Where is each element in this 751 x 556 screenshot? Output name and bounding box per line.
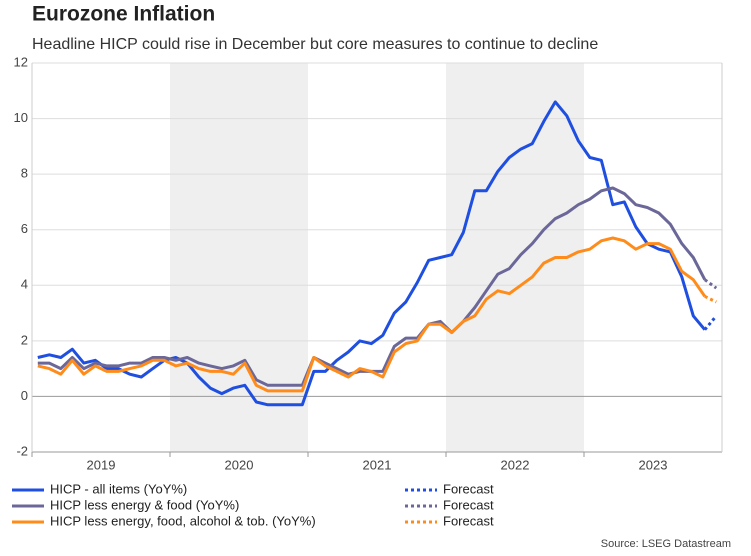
y-tick-label: 8 xyxy=(21,166,28,181)
legend-label: Forecast xyxy=(443,481,494,496)
series-line xyxy=(704,295,717,304)
legend-label: HICP less energy & food (YoY%) xyxy=(50,497,239,512)
legend-label: Forecast xyxy=(443,497,494,512)
legend-label: HICP - all items (YoY%) xyxy=(50,481,187,496)
y-tick-label: 10 xyxy=(14,110,28,125)
series-line xyxy=(703,278,718,290)
y-tick-label: 6 xyxy=(21,221,28,236)
x-tick-label: 2022 xyxy=(501,457,530,472)
x-tick-label: 2023 xyxy=(639,457,668,472)
x-tick-label: 2019 xyxy=(87,457,116,472)
legend-label: Forecast xyxy=(443,513,494,528)
chart-subtitle: Headline HICP could rise in December but… xyxy=(32,36,598,53)
series-line xyxy=(37,100,706,407)
y-tick-label: -2 xyxy=(16,443,28,458)
x-tick-label: 2021 xyxy=(363,457,392,472)
y-tick-label: 2 xyxy=(21,332,28,347)
year-shade xyxy=(170,63,308,452)
chart-title: Eurozone Inflation xyxy=(32,3,215,26)
y-tick-label: 4 xyxy=(21,277,28,292)
source-note: Source: LSEG Datastream xyxy=(601,538,731,550)
y-tick-label: 0 xyxy=(21,388,28,403)
series-line xyxy=(703,314,718,331)
y-tick-label: 12 xyxy=(14,54,28,69)
x-tick-label: 2020 xyxy=(225,457,254,472)
legend-label: HICP less energy, food, alcohol & tob. (… xyxy=(50,513,316,528)
series-line xyxy=(37,186,707,387)
series-line xyxy=(37,236,707,393)
